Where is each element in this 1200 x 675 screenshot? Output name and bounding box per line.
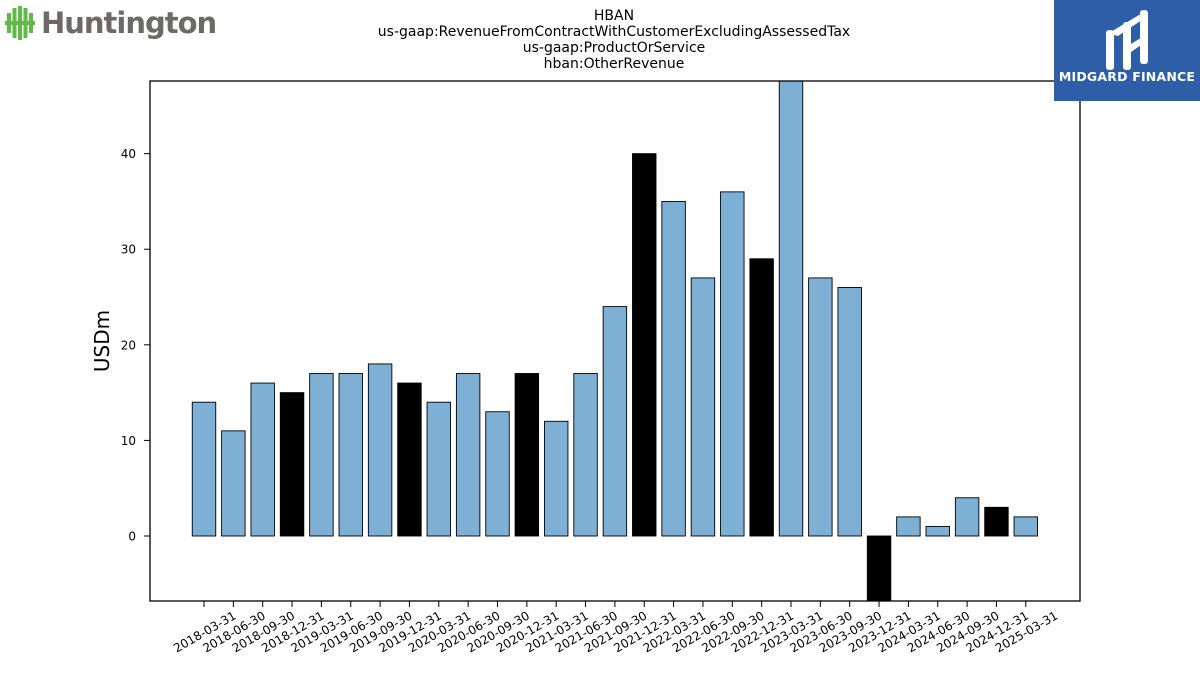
chart-title: HBANus-gaap:RevenueFromContractWithCusto… (378, 8, 850, 72)
bar-2021-12-31 (632, 153, 657, 537)
bar-2023-06-30 (808, 277, 833, 537)
y-tick-label: 40 (121, 147, 136, 161)
bar-2018-06-30 (221, 430, 246, 537)
huntington-wordmark: Huntington (41, 6, 217, 40)
bar-2022-03-31 (661, 200, 686, 537)
bar-2022-06-30 (690, 277, 716, 537)
bar-2020-12-31 (514, 373, 540, 537)
bar-2019-09-30 (367, 363, 393, 537)
y-tick-label: 30 (121, 243, 136, 257)
midgard-monogram-icon (1106, 10, 1148, 70)
bar-2019-12-31 (397, 382, 422, 537)
bar-2021-09-30 (602, 306, 628, 537)
bar-2019-06-30 (338, 373, 363, 537)
huntington-leaf-icon (5, 6, 35, 40)
chart-title-line: HBAN (594, 8, 634, 24)
chart-title-line: hban:OtherRevenue (544, 56, 685, 72)
bar-2018-12-31 (279, 392, 305, 537)
y-axis-label: USDm (90, 310, 114, 372)
y-tick-label: 20 (121, 338, 136, 352)
bar-2018-09-30 (250, 382, 275, 537)
bar-2024-09-30 (954, 497, 980, 537)
x-axis: 2018-03-312018-06-302018-09-302018-12-31… (171, 601, 1060, 655)
bar-2024-12-31 (984, 506, 1009, 537)
bar-2023-03-31 (778, 81, 804, 537)
chart-title-line: us-gaap:ProductOrService (523, 40, 706, 56)
y-tick-label: 10 (121, 434, 136, 448)
midgard-brand-text: MIDGARD FINANCE (1058, 69, 1196, 84)
bar-2021-06-30 (573, 373, 598, 537)
bar-2022-09-30 (720, 191, 745, 537)
bar-2024-06-30 (925, 525, 950, 537)
bar-2020-06-30 (455, 373, 481, 537)
bar-2020-03-31 (426, 401, 451, 537)
midgard-finance-logo: MIDGARD FINANCE (1054, 0, 1200, 101)
huntington-logo: Huntington (4, 4, 217, 42)
bar-2023-12-31 (866, 535, 892, 601)
bar-2025-03-31 (1013, 516, 1038, 537)
y-tick-label: 0 (128, 530, 136, 544)
bar-2021-03-31 (544, 420, 569, 537)
bar-2020-09-30 (485, 411, 510, 537)
bar-2022-12-31 (749, 258, 774, 537)
chart-title-line: us-gaap:RevenueFromContractWithCustomerE… (378, 24, 850, 40)
bar-series (191, 81, 1038, 601)
y-axis: 0 10 20 30 40 (121, 147, 150, 544)
bar-2019-03-31 (309, 373, 334, 537)
bar-2018-03-31 (191, 401, 217, 537)
bar-2023-09-30 (837, 287, 862, 537)
bar-2024-03-31 (896, 516, 921, 537)
